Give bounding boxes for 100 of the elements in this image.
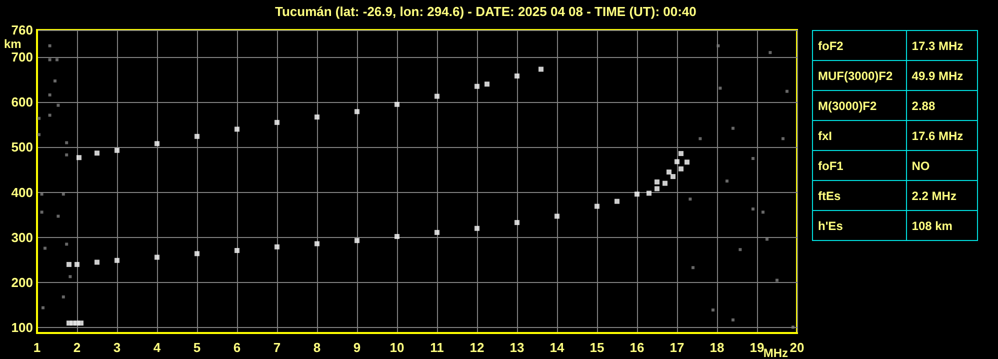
point [48, 58, 52, 62]
point [234, 248, 240, 253]
point [54, 79, 56, 82]
point [56, 104, 60, 107]
point [94, 260, 100, 265]
x-tick-label: 5 [193, 340, 201, 355]
point [514, 73, 520, 78]
point [314, 114, 320, 120]
point [654, 179, 660, 184]
point [434, 94, 440, 99]
point [48, 44, 52, 48]
point [194, 251, 200, 256]
x-tick-label: 4 [153, 340, 162, 355]
point [114, 258, 120, 263]
y-tick-label: 200 [11, 275, 33, 290]
x-tick-label: 10 [390, 340, 404, 355]
point [40, 210, 44, 214]
point [194, 134, 200, 139]
point [752, 208, 754, 211]
point [752, 157, 754, 160]
point [474, 84, 480, 89]
text: NO [906, 150, 978, 180]
point [274, 120, 280, 125]
y-tick-label: 100 [11, 320, 33, 336]
point [154, 254, 160, 260]
x-axis-title: MHz [763, 346, 788, 359]
point [726, 180, 728, 183]
point [354, 109, 360, 114]
x-tick-label: 13 [510, 340, 524, 355]
x-tick-label: 1 [33, 340, 41, 355]
point [394, 102, 400, 107]
x-tick-label: 11 [430, 340, 444, 355]
point [732, 318, 734, 322]
point [678, 151, 684, 156]
point [354, 238, 360, 244]
point [678, 166, 684, 172]
point [114, 148, 120, 153]
point [42, 306, 44, 310]
point [662, 180, 668, 186]
x-tick-label: 9 [353, 340, 361, 355]
point [62, 295, 65, 298]
x-tick-label: 12 [470, 340, 484, 355]
point [65, 242, 68, 246]
point [94, 150, 100, 156]
point [38, 133, 40, 136]
point [44, 246, 46, 250]
x-tick-label: 15 [590, 340, 604, 355]
point [314, 241, 320, 246]
point [614, 198, 620, 204]
point [56, 214, 60, 218]
text: M(3000)F2 [812, 90, 906, 120]
y-axis-title: km [4, 37, 22, 51]
point [762, 210, 764, 214]
point [514, 220, 520, 226]
point [56, 58, 58, 62]
point [394, 234, 400, 240]
point [65, 141, 68, 144]
text: foF1 [812, 150, 906, 180]
point [274, 244, 280, 250]
point [766, 238, 768, 241]
point [78, 320, 84, 326]
y-tick-label: 400 [11, 184, 33, 200]
point [76, 155, 82, 160]
point [732, 126, 734, 130]
text: 49.9 MHz [906, 60, 978, 90]
text: 17.3 MHz [906, 30, 978, 60]
x-tick-label: 14 [550, 340, 565, 355]
point [768, 51, 772, 54]
point [65, 153, 68, 156]
point [434, 230, 440, 235]
point [62, 192, 65, 196]
text: MUF(3000)F2 [812, 60, 906, 90]
point [48, 114, 52, 117]
point [594, 204, 600, 209]
point [684, 160, 690, 165]
chart-title: Tucumán (lat: -26.9, lon: 294.6) - DATE: 2025 04 08 - TIME (UT): 00:40 [275, 4, 696, 19]
y-tick-label: 700 [11, 50, 33, 65]
point [74, 262, 80, 267]
x-tick-label: 16 [630, 340, 644, 355]
y-tick-label: 760 [11, 22, 33, 38]
point [68, 275, 72, 278]
text: h'Es [812, 210, 906, 240]
text: ftEs [812, 180, 906, 210]
point [674, 159, 680, 164]
point [646, 190, 652, 196]
x-tick-label: 6 [233, 340, 241, 355]
y-tick-label: 500 [11, 140, 33, 155]
point [776, 278, 778, 282]
x-tick-label: 20 [790, 340, 804, 355]
text: fxI [812, 120, 906, 150]
point [66, 262, 72, 267]
y-tick-label: 600 [11, 94, 33, 110]
point [234, 126, 240, 132]
x-tick-label: 8 [313, 340, 321, 355]
point [738, 248, 742, 252]
point [688, 198, 692, 201]
x-tick-label: 3 [113, 340, 121, 355]
point [634, 192, 640, 197]
point [786, 90, 788, 93]
point [716, 44, 720, 48]
